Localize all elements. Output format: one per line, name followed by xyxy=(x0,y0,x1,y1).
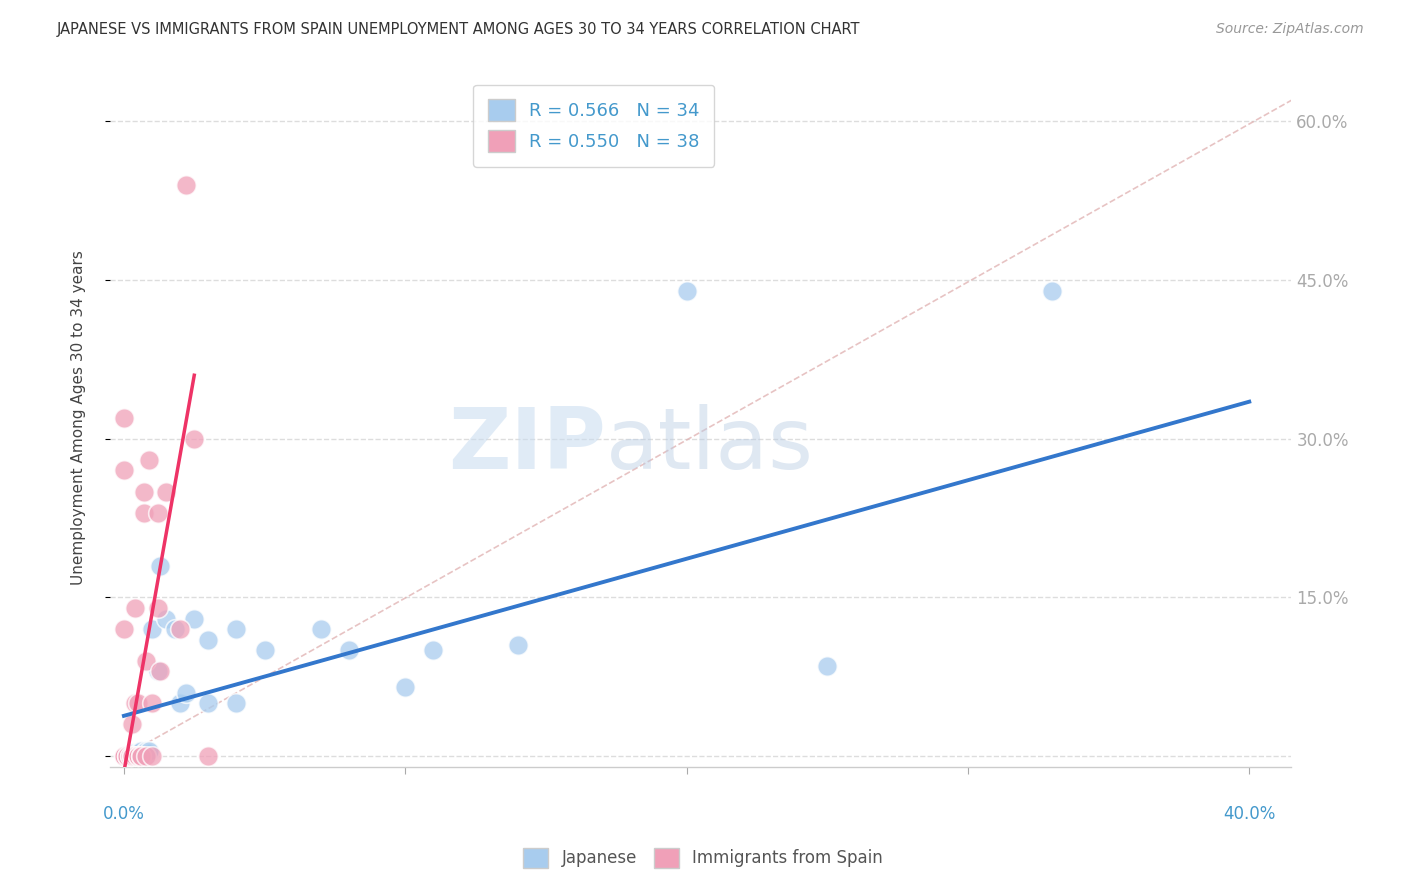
Text: 40.0%: 40.0% xyxy=(1223,805,1275,823)
Point xyxy=(149,558,172,573)
Point xyxy=(183,611,205,625)
Point xyxy=(118,749,141,764)
Point xyxy=(197,696,219,710)
Text: Source: ZipAtlas.com: Source: ZipAtlas.com xyxy=(1216,22,1364,37)
Text: ZIP: ZIP xyxy=(449,404,606,487)
Y-axis label: Unemployment Among Ages 30 to 34 years: Unemployment Among Ages 30 to 34 years xyxy=(72,250,86,585)
Point xyxy=(141,696,163,710)
Point xyxy=(135,654,157,668)
Point xyxy=(124,601,146,615)
Point xyxy=(124,696,146,710)
Text: atlas: atlas xyxy=(606,404,814,487)
Point xyxy=(132,746,155,760)
Point xyxy=(112,410,135,425)
Point xyxy=(138,746,160,760)
Point xyxy=(112,749,135,764)
Point xyxy=(112,749,135,764)
Point xyxy=(112,463,135,477)
Point xyxy=(163,622,186,636)
Text: JAPANESE VS IMMIGRANTS FROM SPAIN UNEMPLOYMENT AMONG AGES 30 TO 34 YEARS CORRELA: JAPANESE VS IMMIGRANTS FROM SPAIN UNEMPL… xyxy=(56,22,859,37)
Point xyxy=(115,749,138,764)
Point xyxy=(337,643,360,657)
Point xyxy=(155,484,177,499)
Point xyxy=(127,749,149,764)
Point xyxy=(506,638,529,652)
Point xyxy=(174,178,197,192)
Point xyxy=(121,746,143,760)
Point xyxy=(309,622,332,636)
Point xyxy=(138,744,160,758)
Point xyxy=(183,432,205,446)
Point xyxy=(422,643,444,657)
Point xyxy=(127,746,149,760)
Point xyxy=(138,453,160,467)
Point xyxy=(149,665,172,679)
Point xyxy=(146,665,169,679)
Point xyxy=(253,643,276,657)
Point xyxy=(141,622,163,636)
Point xyxy=(132,506,155,520)
Point xyxy=(112,749,135,764)
Legend: Japanese, Immigrants from Spain: Japanese, Immigrants from Spain xyxy=(516,841,890,875)
Point xyxy=(129,749,152,764)
Point xyxy=(118,749,141,764)
Point xyxy=(121,749,143,764)
Point xyxy=(112,622,135,636)
Point xyxy=(1040,284,1063,298)
Point xyxy=(121,717,143,731)
Point xyxy=(112,749,135,764)
Point xyxy=(115,749,138,764)
Point xyxy=(225,622,247,636)
Point xyxy=(135,749,157,764)
Point xyxy=(815,659,838,673)
Point xyxy=(127,749,149,764)
Point xyxy=(135,744,157,758)
Legend: R = 0.566   N = 34, R = 0.550   N = 38: R = 0.566 N = 34, R = 0.550 N = 38 xyxy=(474,85,714,167)
Point xyxy=(124,749,146,764)
Point xyxy=(118,749,141,764)
Text: 0.0%: 0.0% xyxy=(103,805,145,823)
Point xyxy=(124,746,146,760)
Point xyxy=(155,611,177,625)
Point xyxy=(197,632,219,647)
Point xyxy=(394,680,416,694)
Point xyxy=(169,696,191,710)
Point xyxy=(127,696,149,710)
Point xyxy=(129,744,152,758)
Point xyxy=(169,622,191,636)
Point xyxy=(141,749,163,764)
Point xyxy=(127,749,149,764)
Point xyxy=(112,749,135,764)
Point xyxy=(174,685,197,699)
Point xyxy=(197,749,219,764)
Point xyxy=(146,601,169,615)
Point xyxy=(115,749,138,764)
Point xyxy=(121,749,143,764)
Point xyxy=(132,484,155,499)
Point xyxy=(225,696,247,710)
Point xyxy=(675,284,697,298)
Point xyxy=(112,749,135,764)
Point xyxy=(121,749,143,764)
Point xyxy=(129,749,152,764)
Point xyxy=(146,506,169,520)
